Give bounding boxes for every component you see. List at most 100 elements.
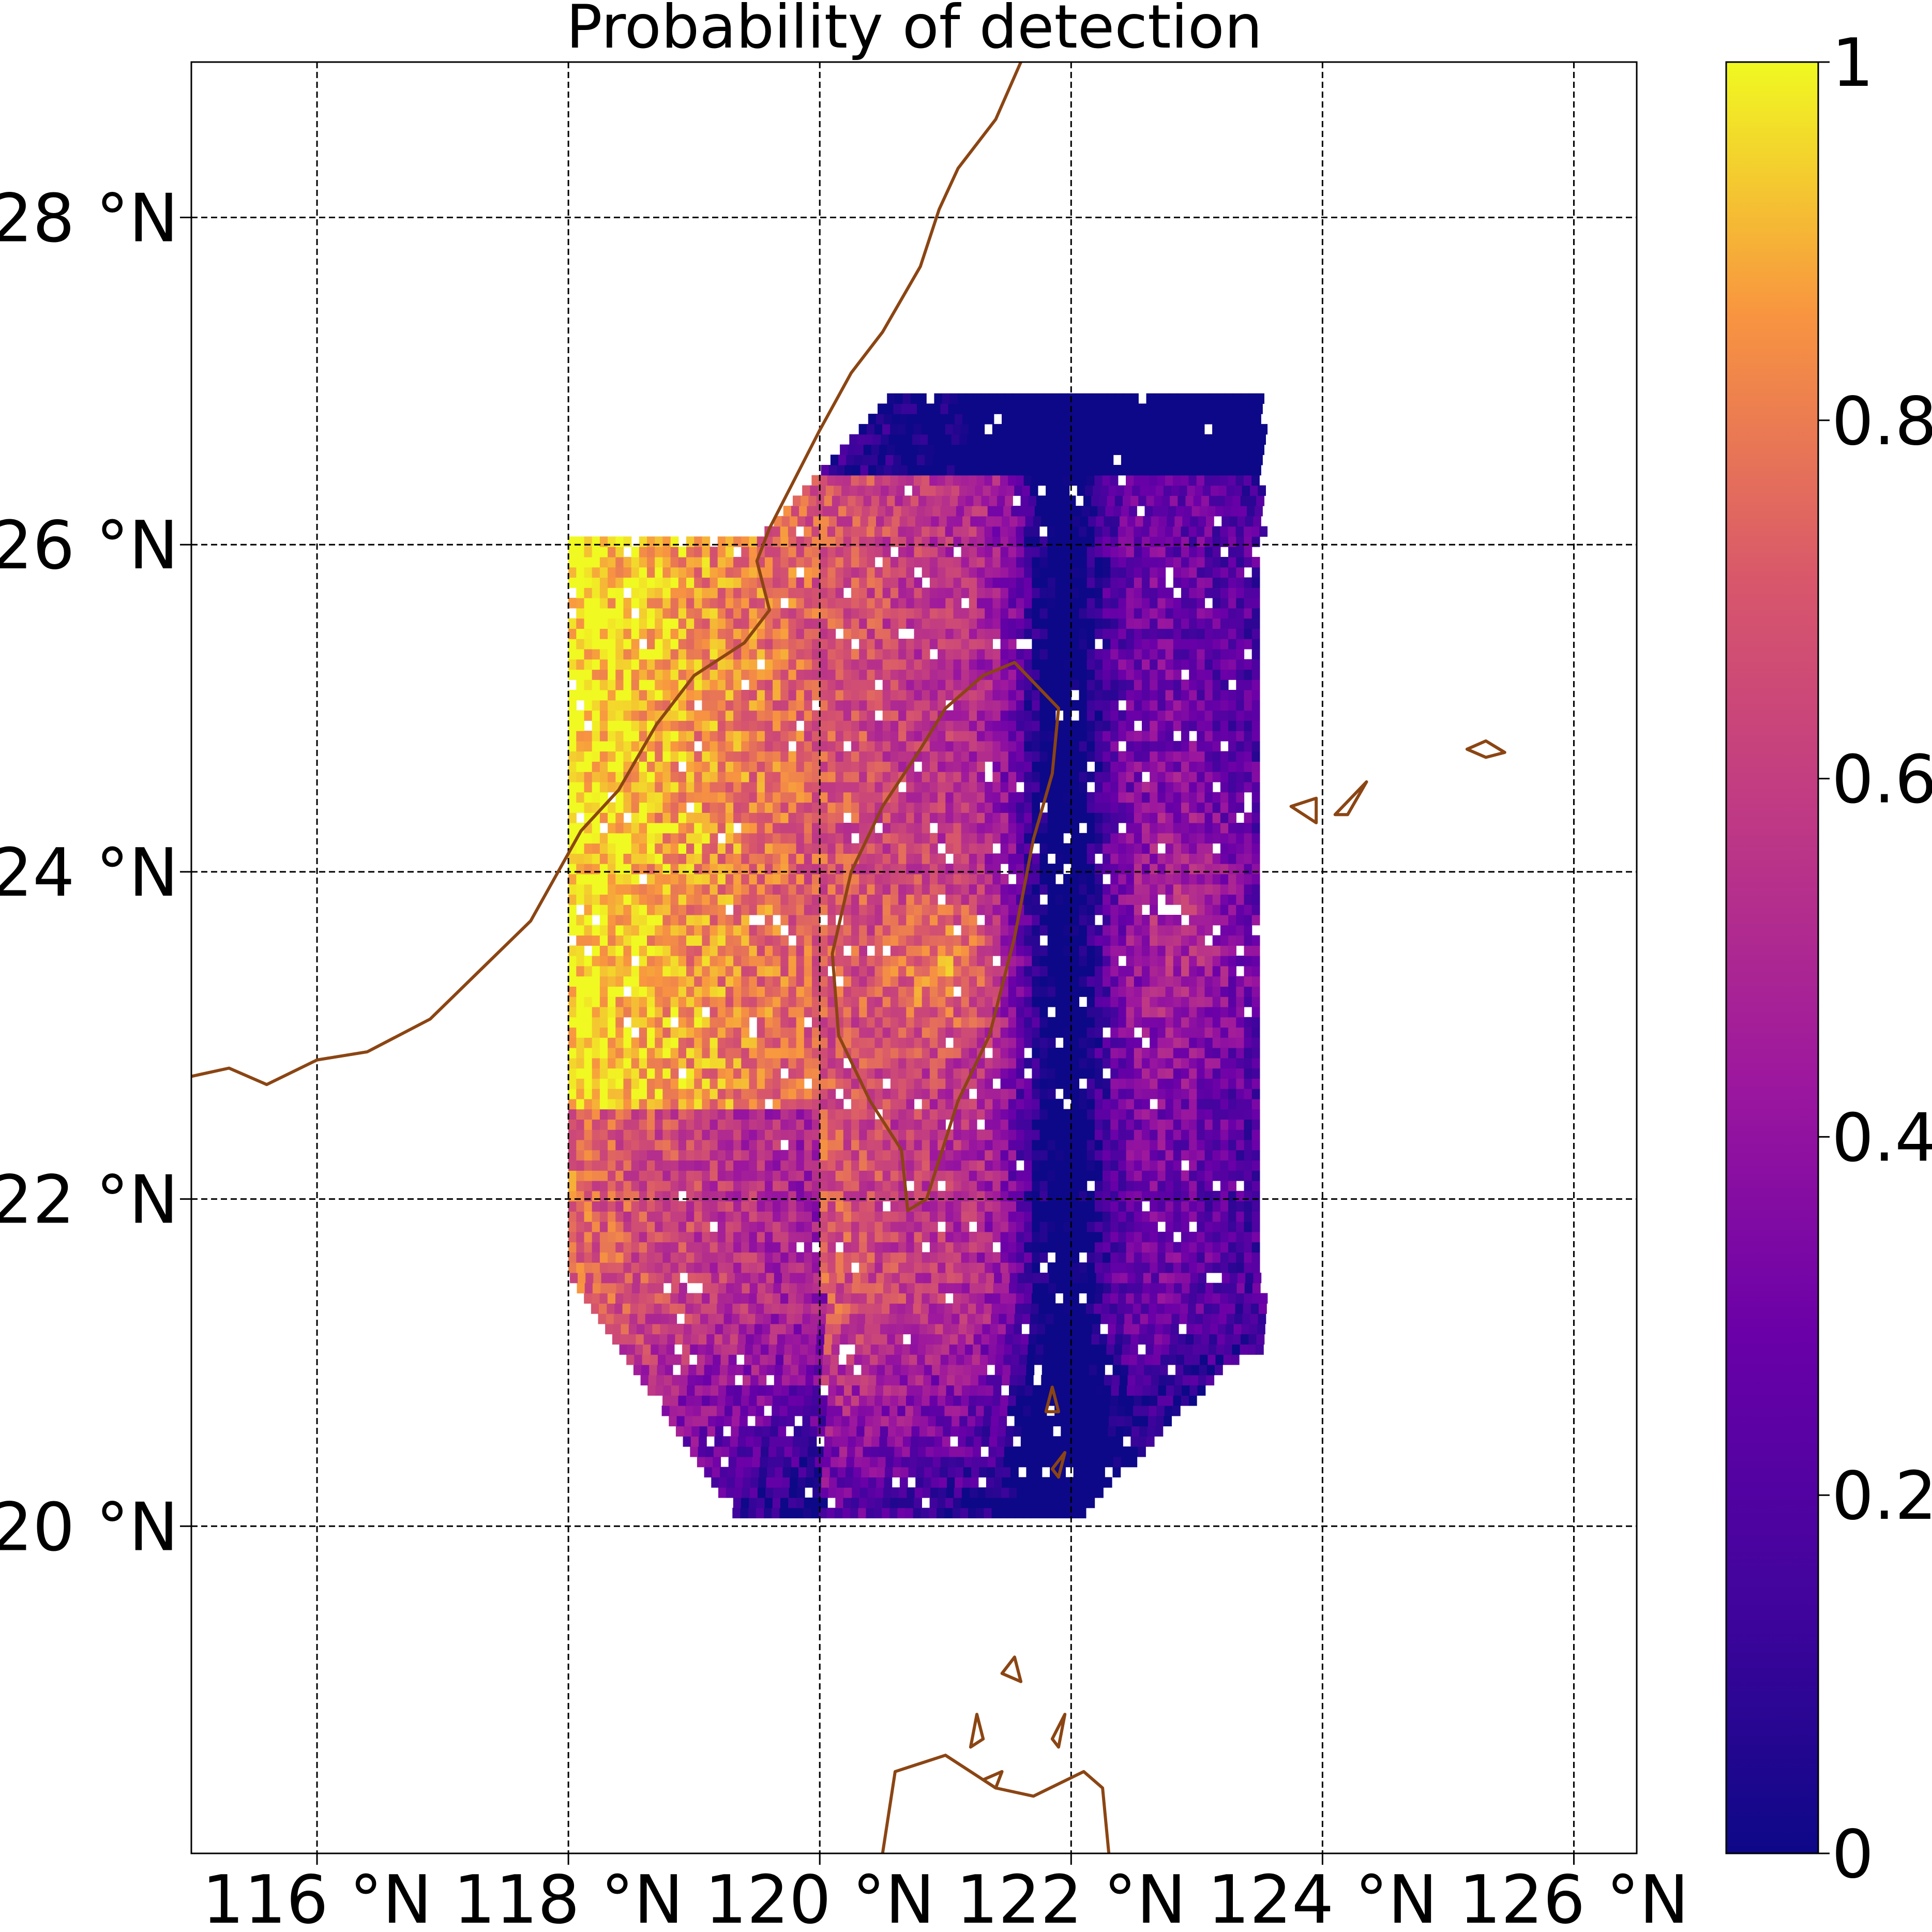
heatmap-cell — [874, 884, 883, 895]
heatmap-cell — [1124, 1415, 1133, 1427]
heatmap-cell — [639, 986, 647, 997]
heatmap-cell — [882, 935, 891, 946]
heatmap-cell — [1024, 884, 1032, 895]
heatmap-cell — [945, 1160, 954, 1171]
heatmap-cell — [1134, 1119, 1142, 1130]
heatmap-cell — [725, 1119, 734, 1130]
heatmap-cell — [1142, 1089, 1150, 1099]
heatmap-cell — [843, 1211, 852, 1222]
heatmap-cell — [1173, 1027, 1182, 1038]
heatmap-cell — [843, 1078, 852, 1089]
heatmap-cell — [741, 1006, 750, 1018]
heatmap-cell — [1118, 1181, 1127, 1191]
heatmap-cell — [915, 1273, 924, 1284]
heatmap-cell — [855, 1344, 864, 1355]
heatmap-cell — [1133, 1303, 1141, 1314]
heatmap-cell — [1024, 1098, 1032, 1110]
heatmap-cell — [662, 925, 671, 936]
heatmap-cell — [608, 1211, 616, 1222]
heatmap-cell — [1110, 1037, 1119, 1048]
heatmap-cell — [874, 976, 883, 987]
heatmap-cell — [605, 1323, 613, 1335]
heatmap-cell — [776, 1446, 785, 1457]
heatmap-cell — [1118, 945, 1127, 956]
heatmap-cell — [1137, 1354, 1145, 1365]
heatmap-cell — [1150, 894, 1158, 905]
heatmap-cell — [1173, 1017, 1182, 1028]
heatmap-cell — [812, 1078, 820, 1089]
heatmap-cell — [584, 1293, 592, 1304]
heatmap-cell — [1134, 1262, 1142, 1273]
heatmap-cell — [908, 1467, 917, 1477]
heatmap-cell — [1039, 1201, 1048, 1212]
heatmap-cell — [631, 1129, 640, 1140]
heatmap-cell — [631, 1201, 640, 1212]
heatmap-cell — [760, 1354, 768, 1365]
heatmap-cell — [700, 1314, 708, 1324]
heatmap-cell — [717, 1252, 726, 1263]
heatmap-cell — [1115, 1334, 1123, 1345]
heatmap-cell — [914, 1006, 923, 1018]
heatmap-cell — [1251, 884, 1260, 895]
heatmap-cell — [1135, 1375, 1144, 1386]
heatmap-cell — [834, 1415, 842, 1427]
heatmap-cell — [694, 965, 702, 977]
heatmap-cell — [639, 1231, 647, 1243]
heatmap-cell — [681, 1364, 689, 1376]
heatmap-cell — [906, 904, 915, 915]
heatmap-cell — [1047, 915, 1056, 926]
heatmap-cell — [1110, 1262, 1119, 1273]
heatmap-cell — [1019, 1354, 1028, 1365]
heatmap-cell — [1024, 1109, 1032, 1120]
heatmap-cell — [1000, 1098, 1009, 1110]
heatmap-cell — [881, 1303, 890, 1314]
heatmap-cell — [812, 1058, 820, 1069]
heatmap-cell — [1032, 1221, 1040, 1232]
heatmap-cell — [639, 1068, 647, 1079]
heatmap-cell — [568, 1129, 577, 1140]
heatmap-cell — [655, 1282, 664, 1294]
heatmap-cell — [694, 956, 702, 967]
heatmap-cell — [686, 1129, 695, 1140]
heatmap-cell — [953, 1058, 962, 1069]
heatmap-cell — [764, 1048, 773, 1059]
heatmap-cell — [702, 1395, 710, 1406]
heatmap-cell — [702, 904, 711, 915]
heatmap-cell — [717, 1089, 726, 1099]
heatmap-cell — [761, 1344, 769, 1355]
heatmap-cell — [639, 884, 647, 895]
heatmap-cell — [702, 1109, 711, 1120]
heatmap-cell — [694, 1048, 702, 1059]
heatmap-cell — [631, 915, 640, 926]
heatmap-cell — [922, 1006, 930, 1018]
heatmap-cell — [1064, 1282, 1073, 1294]
heatmap-cell — [655, 1211, 663, 1222]
heatmap-cell — [647, 1068, 655, 1079]
heatmap-cell — [694, 925, 702, 936]
heatmap-cell — [929, 904, 938, 915]
heatmap-cell — [1029, 1426, 1038, 1437]
heatmap-cell — [914, 1089, 923, 1099]
heatmap-cell — [1079, 904, 1088, 915]
heatmap-cell — [1016, 1181, 1024, 1191]
heatmap-cell — [1110, 935, 1119, 946]
heatmap-cell — [615, 1160, 624, 1171]
heatmap-cell — [662, 1190, 671, 1202]
heatmap-cell — [756, 1507, 764, 1519]
heatmap-cell — [1212, 976, 1221, 987]
heatmap-cell — [896, 1426, 904, 1437]
heatmap-cell — [827, 1098, 836, 1110]
heatmap-cell — [781, 1385, 790, 1396]
heatmap-cell — [1000, 1109, 1009, 1120]
heatmap-cell — [804, 1497, 812, 1508]
heatmap-cell — [1063, 1221, 1071, 1232]
heatmap-cell — [670, 1252, 679, 1263]
heatmap-cell — [592, 1282, 601, 1294]
heatmap-cell — [1112, 1364, 1121, 1376]
heatmap-cell — [831, 1344, 840, 1355]
heatmap-cell — [812, 904, 820, 915]
heatmap-cell — [801, 1436, 809, 1447]
heatmap-cell — [985, 1242, 993, 1253]
heatmap-cell — [1071, 1201, 1080, 1212]
heatmap-cell — [568, 1252, 577, 1263]
